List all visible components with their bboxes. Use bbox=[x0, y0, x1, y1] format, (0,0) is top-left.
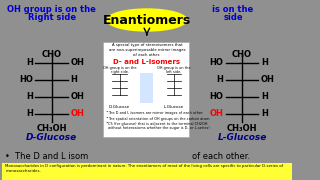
Text: CHO: CHO bbox=[232, 50, 252, 59]
Text: OH group is on the: OH group is on the bbox=[103, 66, 136, 70]
Text: Enantiomers: Enantiomers bbox=[103, 14, 191, 26]
Text: •  The D and L isom: • The D and L isom bbox=[5, 152, 89, 161]
Text: without heteroatoms whether the sugar is D- or L-series!: without heteroatoms whether the sugar is… bbox=[108, 126, 210, 130]
Text: The spatial orientation of OH groups on the carbon atom: The spatial orientation of OH groups on … bbox=[108, 117, 209, 121]
Text: D-Glucose: D-Glucose bbox=[109, 105, 130, 109]
Bar bbox=[140, 73, 153, 103]
Bar bbox=[103, 42, 189, 137]
Text: H: H bbox=[261, 58, 268, 67]
Text: H: H bbox=[261, 109, 268, 118]
Text: C5 (for glucose) that is adjacent to the terminal CH2OH: C5 (for glucose) that is adjacent to the… bbox=[108, 122, 207, 126]
Text: OH group is on the: OH group is on the bbox=[7, 5, 96, 14]
Text: The D and L isomers are mirror images of each other.: The D and L isomers are mirror images of… bbox=[108, 111, 203, 115]
Text: OH: OH bbox=[209, 109, 223, 118]
Text: H: H bbox=[71, 75, 77, 84]
Text: of each other.: of each other. bbox=[192, 152, 250, 161]
Text: OH: OH bbox=[261, 75, 275, 84]
Text: D-Glucose: D-Glucose bbox=[26, 133, 77, 142]
Text: H: H bbox=[216, 75, 223, 84]
Text: HO: HO bbox=[209, 92, 223, 101]
Text: •: • bbox=[105, 111, 108, 115]
Text: OH: OH bbox=[71, 109, 84, 118]
Text: right side.: right side. bbox=[111, 70, 129, 74]
Text: L-Glucose: L-Glucose bbox=[217, 133, 267, 142]
Text: of each other.: of each other. bbox=[133, 53, 160, 57]
Text: is on the: is on the bbox=[212, 5, 254, 14]
Text: D- and L-isomers: D- and L-isomers bbox=[113, 59, 180, 65]
Text: CH₃OH: CH₃OH bbox=[36, 124, 67, 133]
Text: •: • bbox=[105, 122, 108, 126]
Text: HO: HO bbox=[209, 58, 223, 67]
Text: L-Glucose: L-Glucose bbox=[164, 105, 184, 109]
Text: H: H bbox=[261, 92, 268, 101]
Text: •: • bbox=[105, 117, 108, 121]
Text: Monosaccharides in D configuration is predominant in nature. The enantiomers of : Monosaccharides in D configuration is pr… bbox=[5, 164, 284, 173]
Text: CH₃OH: CH₃OH bbox=[227, 124, 257, 133]
Bar bbox=[2, 163, 292, 180]
Text: are non-superimposable mirror images: are non-superimposable mirror images bbox=[108, 48, 185, 52]
Text: Right side: Right side bbox=[28, 13, 76, 22]
Text: A special type of stereoisomers that: A special type of stereoisomers that bbox=[112, 43, 182, 47]
Text: side: side bbox=[223, 13, 243, 22]
Text: OH: OH bbox=[71, 92, 84, 101]
Text: H: H bbox=[26, 109, 33, 118]
Text: CHO: CHO bbox=[42, 50, 62, 59]
Ellipse shape bbox=[107, 9, 187, 31]
Text: H: H bbox=[26, 92, 33, 101]
Text: H: H bbox=[26, 58, 33, 67]
Text: left side.: left side. bbox=[166, 70, 182, 74]
Text: HO: HO bbox=[19, 75, 33, 84]
Text: OH: OH bbox=[71, 58, 84, 67]
Text: OH group is on the: OH group is on the bbox=[157, 66, 191, 70]
